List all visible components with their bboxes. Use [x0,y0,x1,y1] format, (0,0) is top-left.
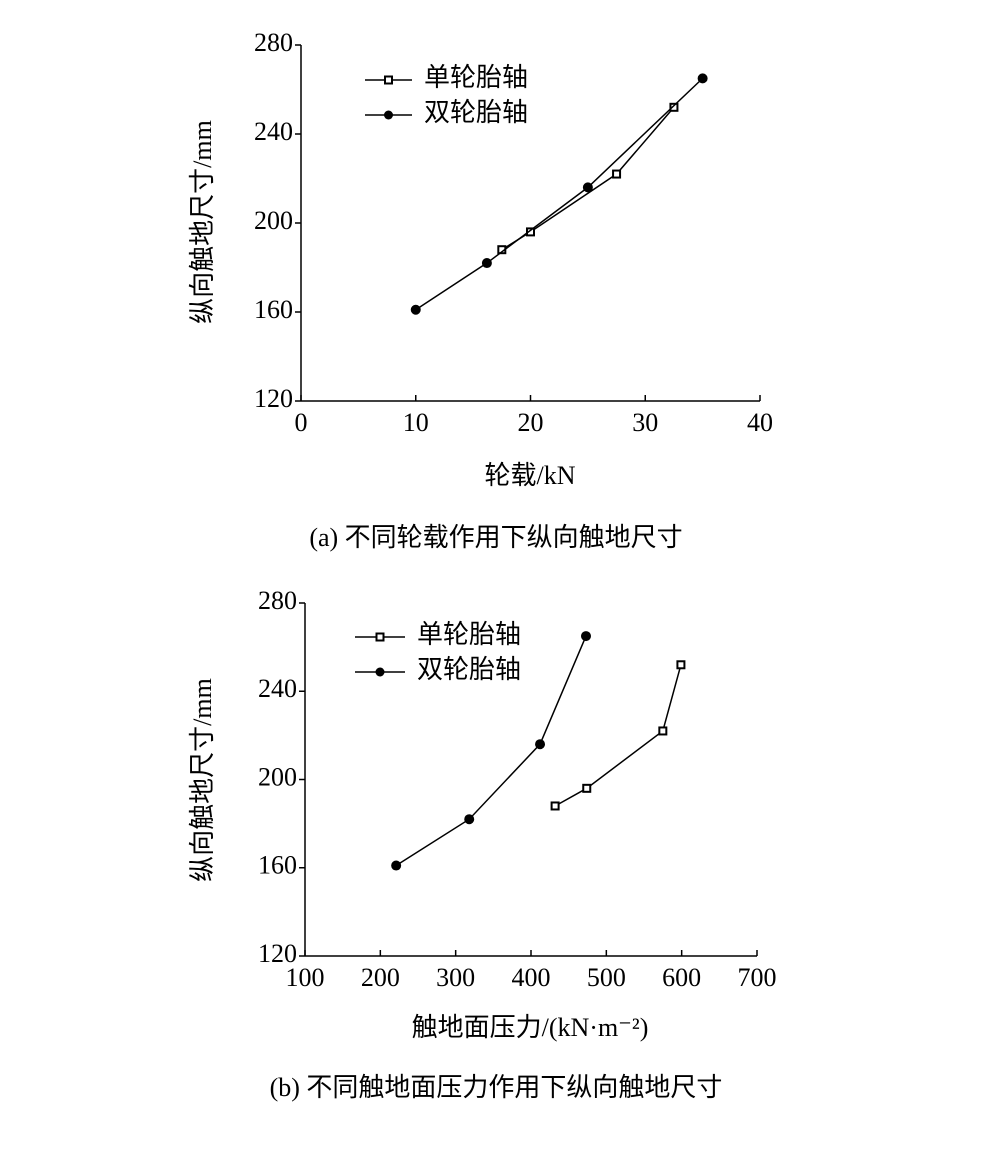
x-tick-label: 200 [361,963,400,992]
marker [481,258,492,269]
marker [391,860,402,871]
series-line [395,635,587,867]
marker [464,814,475,825]
caption: (a) 不同轮载作用下纵向触地尺寸 [309,523,682,552]
x-tick-label: 20 [518,408,544,437]
y-tick-label: 280 [258,586,297,615]
legend-label: 单轮胎轴 [417,620,521,649]
y-tick-label: 200 [254,206,293,235]
marker [535,739,546,750]
legend-label: 双轮胎轴 [424,98,528,127]
y-axis-label: 纵向触地尺寸/mm [188,120,217,324]
x-axis-label: 触地面压力/(kN·m⁻²) [412,1013,649,1042]
y-tick-label: 160 [258,851,297,880]
y-tick-label: 120 [254,384,293,413]
marker [658,726,668,736]
y-tick-label: 240 [254,117,293,146]
series-line [554,664,682,807]
x-axis-label: 轮载/kN [484,461,575,490]
marker [582,783,592,793]
x-tick-label: 0 [295,408,308,437]
legend-marker [384,75,393,85]
x-tick-label: 600 [662,963,701,992]
marker [550,801,560,811]
y-axis-label: 纵向触地尺寸/mm [188,678,217,882]
y-tick-label: 280 [254,28,293,57]
marker [676,660,686,670]
x-tick-label: 30 [632,408,658,437]
marker [669,102,679,112]
marker [580,631,591,642]
marker [410,304,421,315]
x-tick-label: 700 [738,963,777,992]
x-tick-label: 40 [747,408,773,437]
marker [582,182,593,193]
caption: (b) 不同触地面压力作用下纵向触地尺寸 [270,1073,723,1102]
series-line [415,77,704,311]
y-tick-label: 160 [254,295,293,324]
x-tick-label: 10 [403,408,429,437]
y-tick-label: 200 [258,762,297,791]
x-tick-label: 100 [286,963,325,992]
y-tick-label: 240 [258,674,297,703]
legend-label: 单轮胎轴 [424,63,528,92]
marker [612,169,622,179]
x-tick-label: 400 [512,963,551,992]
y-tick-label: 120 [258,939,297,968]
marker [526,227,535,237]
legend-label: 双轮胎轴 [417,655,521,684]
legend-marker [375,632,385,642]
marker [697,73,708,84]
legend-marker [384,110,393,120]
legend-marker [375,667,385,677]
x-tick-label: 500 [587,963,626,992]
x-tick-label: 300 [436,963,475,992]
